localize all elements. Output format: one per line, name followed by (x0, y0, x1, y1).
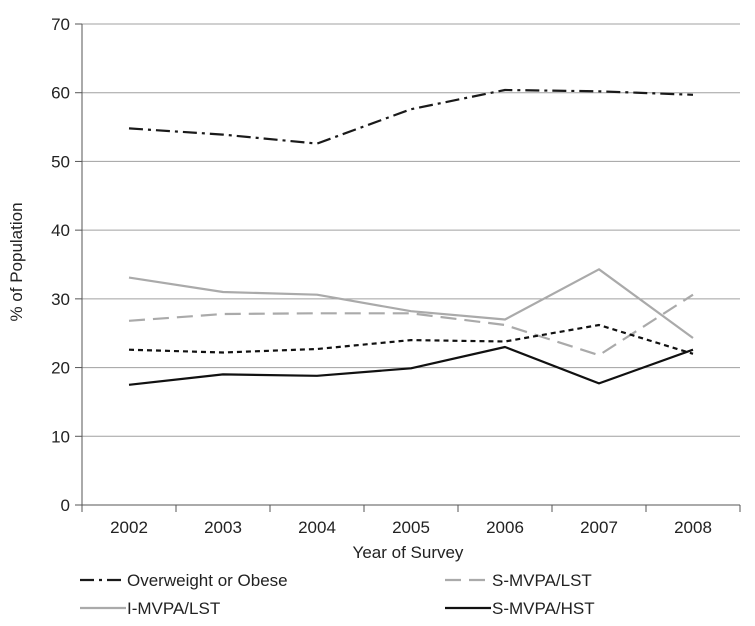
legend-label: Overweight or Obese (127, 571, 288, 590)
x-tick-labels: 2002 2003 2004 2005 2006 2007 2008 (110, 518, 712, 537)
y-tick-labels: 0 10 20 30 40 50 60 70 (51, 15, 70, 515)
x-tick-label: 2007 (580, 518, 618, 537)
legend: Overweight or Obese S-MVPA/LST I-MVPA/LST S… (80, 571, 595, 618)
x-tick-label: 2003 (204, 518, 242, 537)
y-tick-label: 10 (51, 427, 70, 446)
y-tick-label: 30 (51, 290, 70, 309)
y-tick-label: 20 (51, 359, 70, 378)
gridlines (75, 23, 740, 506)
legend-label: I-MVPA/LST (127, 599, 220, 618)
series-lines (128, 88, 694, 386)
series-line-unlabeled (128, 323, 694, 355)
y-tick-label: 60 (51, 84, 70, 103)
y-tick-label: 40 (51, 221, 70, 240)
x-tick-label: 2005 (392, 518, 430, 537)
x-axis-title: Year of Survey (353, 543, 464, 562)
x-tick-label: 2004 (298, 518, 336, 537)
series-line-overweight-or-obese (128, 88, 694, 145)
x-tick-label: 2002 (110, 518, 148, 537)
series-line-s-mvpa-hst (128, 345, 694, 386)
x-tick-label: 2006 (486, 518, 524, 537)
series-line-s-mvpa-lst (128, 293, 694, 357)
y-tick-label: 50 (51, 152, 70, 171)
series-line-i-mvpa-lst (128, 268, 694, 339)
y-axis-title: % of Population (7, 202, 26, 321)
legend-label: S-MVPA/HST (492, 599, 595, 618)
axes (81, 24, 741, 512)
legend-label: S-MVPA/LST (492, 571, 592, 590)
x-tick-label: 2008 (674, 518, 712, 537)
y-tick-label: 0 (61, 496, 70, 515)
y-tick-label: 70 (51, 15, 70, 34)
